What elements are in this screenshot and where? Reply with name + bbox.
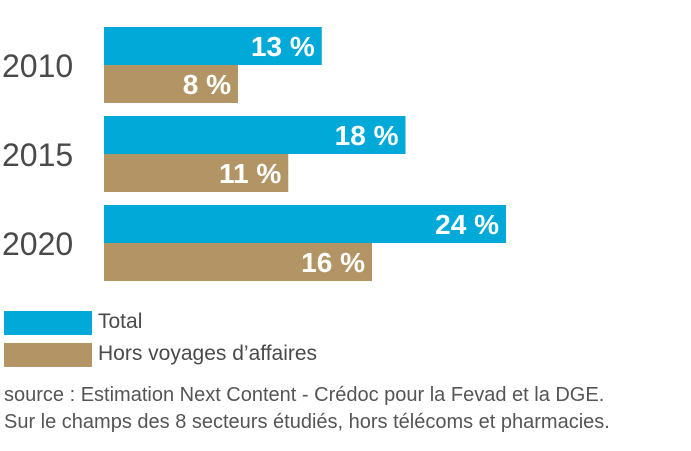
source-line-2: Sur le champs des 8 secteurs étudiés, ho… (4, 411, 610, 433)
data-label-2010-series-1: 8 % (183, 69, 231, 100)
data-label-2020-series-0: 24 % (435, 209, 499, 240)
bar-2010-series-0 (104, 27, 322, 65)
bar-2010-series-1 (104, 65, 238, 103)
legend-label-total: Total (98, 310, 143, 333)
bar-2015-series-0 (104, 116, 406, 154)
legend-item-hors-voyages: Hors voyages d’affaires (0, 340, 691, 370)
data-label-2015-series-0: 18 % (335, 120, 399, 151)
category-label-2020: 2020 (2, 226, 73, 262)
source-line-1: source : Estimation Next Content - Crédo… (4, 384, 605, 406)
source-note: source : Estimation Next Content - Crédo… (4, 382, 610, 436)
data-label-2015-series-1: 11 % (219, 158, 281, 189)
category-label-2010: 2010 (2, 48, 73, 84)
data-label-2010-series-0: 13 % (251, 31, 315, 62)
bar-chart: 2010 13 % 8 % 2015 18 % 11 % 2020 24 % 16 % (2, 27, 506, 281)
category-label-2015: 2015 (2, 137, 73, 173)
legend-swatch-hors-voyages (4, 343, 92, 367)
legend-item-total: Total (0, 308, 691, 338)
bar-2020-series-0 (104, 205, 506, 243)
bar-2020-series-1 (104, 243, 372, 281)
data-label-2020-series-1: 16 % (301, 247, 365, 278)
legend-swatch-total (4, 311, 92, 335)
legend-label-hors-voyages: Hors voyages d’affaires (98, 342, 318, 365)
bar-2015-series-1 (104, 154, 289, 192)
